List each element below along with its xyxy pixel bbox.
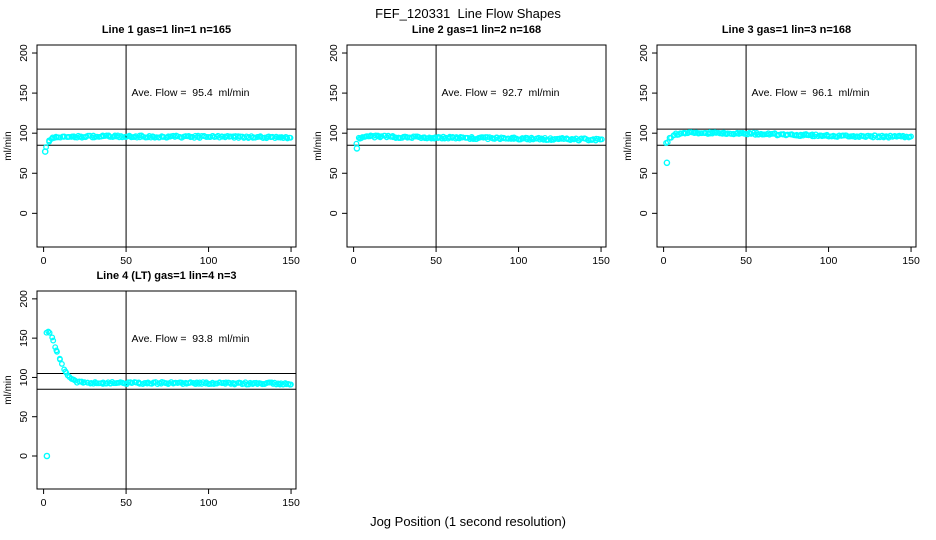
y-tick-label: 150 xyxy=(18,329,30,347)
y-tick-label: 100 xyxy=(638,124,650,142)
data-point xyxy=(378,133,385,140)
x-tick-label: 0 xyxy=(41,497,47,509)
data-point xyxy=(865,132,872,139)
y-tick-label: 200 xyxy=(18,44,30,62)
panel-3-y-axis-label: ml/min xyxy=(623,131,634,161)
y-tick-label: 150 xyxy=(18,84,30,102)
data-point xyxy=(707,130,713,137)
data-point xyxy=(50,337,57,344)
data-point xyxy=(390,134,396,141)
data-point xyxy=(713,129,720,136)
data-point xyxy=(598,136,605,143)
data-point xyxy=(216,379,223,386)
x-tick-label: 50 xyxy=(740,255,752,267)
data-point xyxy=(179,381,186,388)
y-tick-label: 0 xyxy=(638,210,650,216)
x-tick-label: 150 xyxy=(902,255,920,267)
panel-2: 0 50 100 150 0 50 100 150 200 xyxy=(328,44,610,267)
panel-2-y-axis-label: ml/min xyxy=(313,131,324,161)
y-tick-label: 0 xyxy=(18,453,30,459)
y-tick-label: 200 xyxy=(18,290,30,308)
data-point xyxy=(724,130,731,137)
y-tick-label: 0 xyxy=(18,210,30,216)
x-tick-label: 0 xyxy=(41,255,47,267)
x-tick-label: 50 xyxy=(120,497,132,509)
y-tick-label: 50 xyxy=(638,167,650,179)
data-point xyxy=(125,379,132,386)
data-point xyxy=(251,380,257,386)
x-tick-label: 0 xyxy=(661,255,667,267)
data-point xyxy=(739,129,746,136)
data-point xyxy=(58,360,65,367)
outlier-point xyxy=(41,148,49,155)
data-point xyxy=(908,133,914,140)
data-point xyxy=(49,334,56,341)
data-point xyxy=(45,328,52,335)
data-point xyxy=(900,133,907,140)
data-point xyxy=(54,348,60,355)
x-tick-label: 150 xyxy=(592,255,610,267)
outlier-point xyxy=(43,452,51,460)
data-point xyxy=(682,129,689,136)
x-tick-label: 150 xyxy=(282,255,300,267)
y-tick-label: 200 xyxy=(638,44,650,62)
plot-box xyxy=(36,44,297,248)
plot-box xyxy=(36,290,297,490)
panel-1-title: Line 1 gas=1 lin=1 n=165 xyxy=(101,24,232,36)
data-point xyxy=(46,329,53,336)
panel-2-title: Line 2 gas=1 lin=2 n=168 xyxy=(411,24,542,36)
panel-4: 0 50 100 150 0 50 100 150 200 xyxy=(18,290,300,509)
panel-4-y-axis-label: ml/min xyxy=(3,375,14,405)
x-tick-label: 100 xyxy=(820,255,838,267)
panel-1-y-axis-label: ml/min xyxy=(3,131,14,161)
panel-4-ave-flow-annotation: Ave. Flow = 93.8 ml/min xyxy=(131,333,250,345)
y-tick-label: 150 xyxy=(638,84,650,102)
x-tick-label: 0 xyxy=(351,255,357,267)
data-point xyxy=(502,135,509,142)
x-axis-label: Jog Position (1 second resolution) xyxy=(370,514,566,529)
x-tick-label: 50 xyxy=(120,255,132,267)
data-point xyxy=(84,379,91,386)
y-tick-label: 0 xyxy=(328,210,340,216)
outlier-point xyxy=(663,159,671,167)
x-tick-label: 50 xyxy=(430,255,442,267)
x-tick-label: 100 xyxy=(200,497,218,509)
x-tick-label: 100 xyxy=(200,255,218,267)
plot-box xyxy=(656,44,917,248)
figure-title: FEF_120331 Line Flow Shapes xyxy=(375,6,561,21)
y-tick-label: 50 xyxy=(18,411,30,423)
y-tick-label: 100 xyxy=(18,124,30,142)
outlier-point xyxy=(353,145,361,152)
y-tick-label: 50 xyxy=(328,167,340,179)
data-point xyxy=(709,129,716,136)
panel-2-ave-flow-annotation: Ave. Flow = 92.7 ml/min xyxy=(441,87,560,99)
y-tick-label: 150 xyxy=(328,84,340,102)
data-point xyxy=(470,136,477,142)
x-tick-label: 150 xyxy=(282,497,300,509)
data-point xyxy=(800,132,807,139)
panel-3: 0 50 100 150 0 50 100 150 200 xyxy=(638,44,920,267)
data-point xyxy=(446,134,453,141)
data-point xyxy=(530,136,537,143)
y-tick-label: 100 xyxy=(18,369,30,387)
data-point xyxy=(222,379,229,386)
y-tick-label: 50 xyxy=(18,167,30,179)
data-point xyxy=(287,134,294,141)
panel-4-title: Line 4 (LT) gas=1 lin=4 n=3 xyxy=(96,270,237,282)
panel-3-title: Line 3 gas=1 lin=3 n=168 xyxy=(721,24,852,36)
panel-3-ave-flow-annotation: Ave. Flow = 96.1 ml/min xyxy=(751,87,870,99)
panel-1-ave-flow-annotation: Ave. Flow = 95.4 ml/min xyxy=(131,87,250,99)
x-tick-label: 100 xyxy=(510,255,528,267)
y-tick-label: 200 xyxy=(328,44,340,62)
data-point xyxy=(81,379,88,386)
plot-box xyxy=(346,44,607,248)
data-point xyxy=(287,381,294,388)
panel-1: 0 50 100 150 0 50 100 150 200 xyxy=(18,44,300,267)
y-tick-label: 100 xyxy=(328,124,340,142)
